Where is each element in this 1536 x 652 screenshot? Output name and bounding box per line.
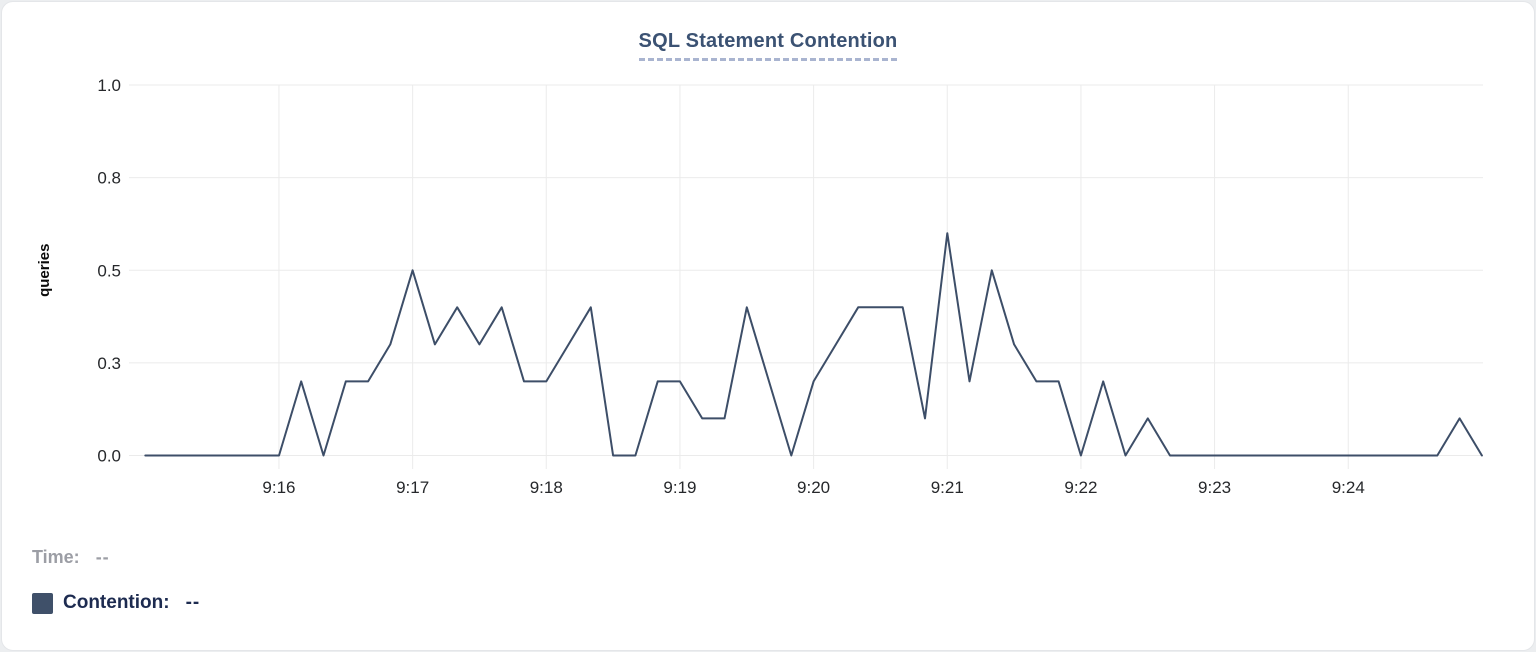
- legend-time-label: Time:: [32, 547, 80, 567]
- y-tick-label: 1.0: [97, 76, 121, 95]
- chart-header: SQL Statement Contention: [2, 30, 1534, 61]
- y-tick-label: 0.8: [97, 169, 121, 188]
- legend-time-row: Time: --: [32, 547, 200, 568]
- plot-hover-area[interactable]: [129, 85, 1483, 456]
- y-tick-label: 0.0: [97, 447, 121, 466]
- legend-contention-label: Contention:: [63, 592, 170, 613]
- x-tick-label: 9:21: [931, 478, 964, 497]
- y-tick-label: 0.3: [97, 354, 121, 373]
- legend-contention-row[interactable]: Contention: --: [32, 592, 200, 614]
- chart-title[interactable]: SQL Statement Contention: [638, 30, 898, 61]
- y-axis-title: queries: [36, 244, 53, 297]
- x-tick-label: 9:22: [1064, 478, 1097, 497]
- contention-line: [144, 232, 1483, 457]
- contention-chart[interactable]: 1.0 0.8 0.5 0.3 0.0 9:16 9:17 9:18 9:19 9:20 9:21 9…: [2, 2, 1535, 512]
- x-tick-label: 9:24: [1332, 478, 1365, 497]
- x-tick-label: 9:18: [530, 478, 563, 497]
- x-tick-label: 9:17: [396, 478, 429, 497]
- y-tick-label: 0.5: [97, 261, 121, 280]
- legend-time-value: --: [95, 547, 110, 567]
- chart-legend: Time: -- Contention: --: [32, 547, 200, 614]
- legend-contention-value: --: [185, 592, 201, 613]
- x-tick-label: 9:23: [1198, 478, 1231, 497]
- x-tick-label: 9:19: [663, 478, 696, 497]
- contention-series-swatch: [32, 592, 53, 614]
- x-tick-label: 9:16: [262, 478, 295, 497]
- x-tick-label: 9:20: [797, 478, 830, 497]
